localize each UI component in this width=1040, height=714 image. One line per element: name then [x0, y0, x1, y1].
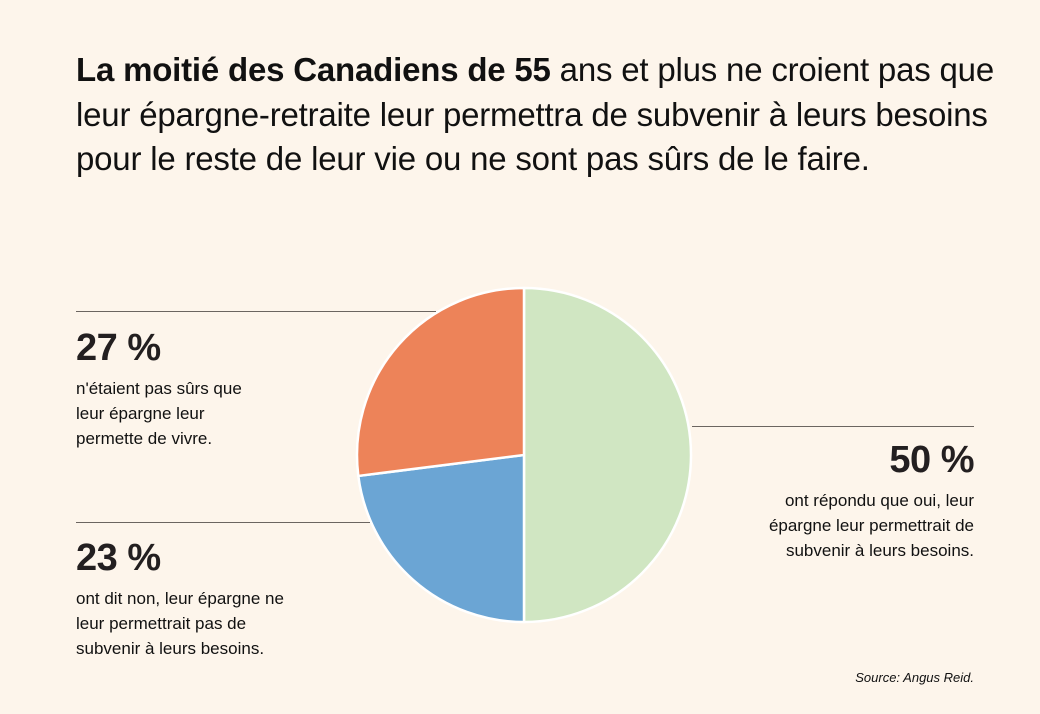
callout-yes-pct: 50 %	[889, 439, 974, 481]
callout-yes-desc: ont répondu que oui, leur épargne leur p…	[654, 488, 974, 563]
callout-unsure-desc: n'étaient pas sûrs que leur épargne leur…	[76, 376, 336, 451]
desc-line: leur épargne leur	[76, 404, 205, 423]
source-note: Source: Angus Reid.	[855, 670, 974, 685]
callout-no-pct: 23 %	[76, 537, 161, 579]
leader-line-no	[76, 522, 370, 523]
pie-slice-non	[357, 453, 526, 624]
desc-line: subvenir à leurs besoins.	[76, 639, 265, 658]
title-bold: La moitié des Canadiens de 55	[76, 51, 551, 88]
pie-slice-oui	[522, 286, 693, 624]
callout-yes: 50 % ont répondu que oui, leur épargne l…	[654, 438, 975, 563]
callout-unsure: 27 % n'étaient pas sûrs que leur épargne…	[76, 326, 336, 451]
desc-line: ont répondu que oui, leur	[784, 491, 974, 510]
desc-line: n'étaient pas sûrs que	[76, 379, 242, 398]
leader-line-unsure	[76, 311, 436, 312]
desc-line: subvenir à leurs besoins.	[785, 541, 974, 560]
callout-no-desc: ont dit non, leur épargne ne leur permet…	[76, 586, 376, 661]
desc-line: permette de vivre.	[76, 429, 213, 448]
chart-title: La moitié des Canadiens de 55 ans et plu…	[76, 48, 996, 182]
desc-line: ont dit non, leur épargne ne	[76, 589, 284, 608]
callout-unsure-pct: 27 %	[76, 327, 161, 369]
title-regular: ans et plus ne croient pas que leur épar…	[76, 51, 994, 177]
callout-no: 23 % ont dit non, leur épargne ne leur p…	[76, 536, 376, 661]
desc-line: épargne leur permettrait de	[768, 516, 974, 535]
leader-line-yes	[692, 426, 974, 427]
pie-slice-pas-sûrs	[355, 286, 526, 478]
desc-line: leur permettrait pas de	[76, 614, 247, 633]
